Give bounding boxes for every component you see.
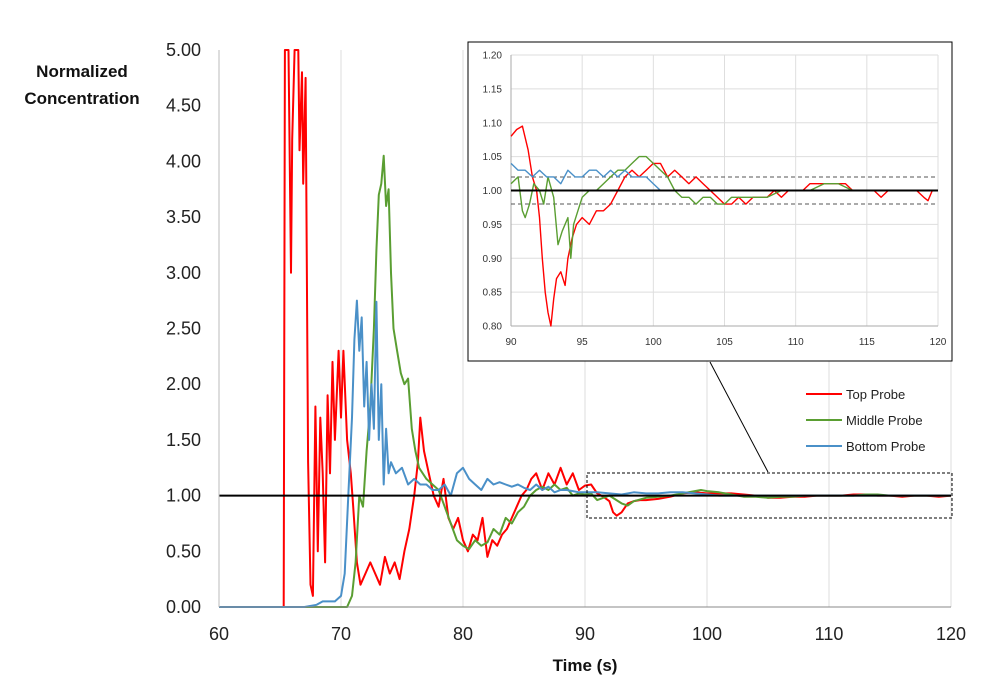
zoom-connector-line: [709, 361, 769, 473]
inset-y-tick-labels: 0.80 0.85 0.90 0.95 1.00 1.05 1.10 1.15 1.20: [483, 51, 503, 333]
inset-y-tick-1-00: 1.00: [483, 186, 503, 197]
inset-y-tick-0-95: 0.95: [483, 220, 503, 231]
main-y-tick-1-50: 1.50: [166, 430, 201, 450]
inset-x-tick-100: 100: [645, 337, 662, 348]
main-y-tick-3-00: 3.00: [166, 263, 201, 283]
inset-y-tick-1-15: 1.15: [483, 84, 503, 95]
inset-y-tick-1-20: 1.20: [483, 51, 503, 62]
x-axis-title: Time (s): [553, 656, 618, 675]
inset-x-tick-120: 120: [930, 337, 947, 348]
y-axis-title-line1: Normalized: [36, 62, 128, 81]
main-x-tick-90: 90: [575, 624, 595, 644]
main-y-tick-labels: 0.00 0.50 1.00 1.50 2.00 2.50 3.00 3.50 4.00 4.50…: [166, 40, 201, 617]
inset-x-tick-115: 115: [859, 337, 875, 348]
zoom-region-box: [586, 472, 953, 519]
inset-x-tick-labels: 90 95 100 105 110 115 120: [505, 337, 946, 348]
inset-y-tick-1-10: 1.10: [483, 118, 503, 129]
main-x-tick-100: 100: [692, 624, 722, 644]
inset-y-tick-0-85: 0.85: [483, 288, 503, 299]
main-x-tick-120: 120: [936, 624, 966, 644]
y-axis-title-line2: Concentration: [24, 89, 139, 108]
main-y-tick-4-00: 4.00: [166, 151, 201, 171]
main-y-tick-2-00: 2.00: [166, 374, 201, 394]
main-x-tick-labels: 60 70 80 90 100 110 120: [209, 624, 966, 644]
main-y-tick-0-00: 0.00: [166, 597, 201, 617]
main-x-tick-70: 70: [331, 624, 351, 644]
legend: Top Probe Middle Probe Bottom Probe: [806, 387, 926, 454]
inset-y-tick-1-05: 1.05: [483, 152, 503, 163]
inset-y-tick-0-90: 0.90: [483, 254, 503, 265]
main-x-tick-80: 80: [453, 624, 473, 644]
main-y-tick-3-50: 3.50: [166, 207, 201, 227]
inset-frame: [467, 41, 953, 362]
inset-x-tick-105: 105: [716, 337, 733, 348]
main-y-tick-4-50: 4.50: [166, 96, 201, 116]
inset-x-tick-110: 110: [788, 337, 804, 348]
inset-y-tick-0-80: 0.80: [483, 322, 503, 333]
inset-x-tick-95: 95: [577, 337, 589, 348]
main-y-tick-5-00: 5.00: [166, 40, 201, 60]
main-y-tick-0-50: 0.50: [166, 541, 201, 561]
main-x-tick-60: 60: [209, 624, 229, 644]
main-y-tick-2-50: 2.50: [166, 319, 201, 339]
main-x-tick-110: 110: [815, 624, 844, 644]
legend-label-middle-probe: Middle Probe: [846, 413, 923, 428]
inset-x-tick-90: 90: [505, 337, 517, 348]
legend-label-top-probe: Top Probe: [846, 387, 905, 402]
main-y-tick-1-00: 1.00: [166, 486, 201, 506]
legend-label-bottom-probe: Bottom Probe: [846, 439, 926, 454]
